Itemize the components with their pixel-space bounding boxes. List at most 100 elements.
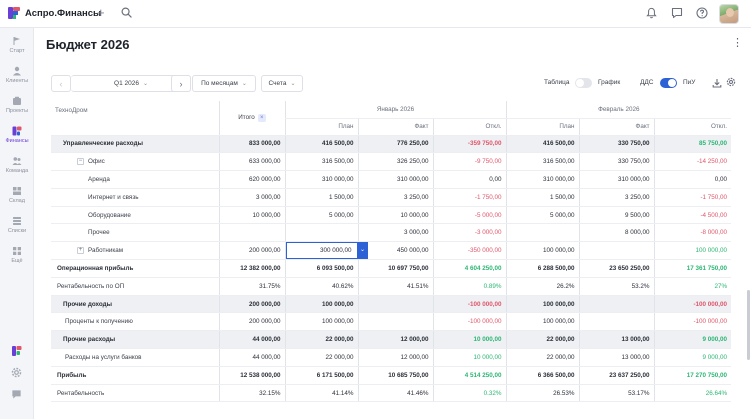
- table-row[interactable]: Прочее 3 000,00 -3 000,00 8 000,00 -8 000,00: [51, 223, 731, 243]
- fact-cell[interactable]: [578, 295, 655, 314]
- plan-cell[interactable]: 300 000,00 ⌄: [284, 241, 368, 261]
- fact-cell[interactable]: 3 250,00: [357, 188, 433, 207]
- plan-cell[interactable]: 6 093 500,00: [284, 259, 358, 278]
- plan-cell[interactable]: 22 000,00: [505, 330, 580, 350]
- table-row[interactable]: Аренда 620 000,00 310 000,00 310 000,00 0,00…: [51, 170, 731, 189]
- plan-cell[interactable]: 310 000,00: [284, 170, 358, 189]
- fact-cell[interactable]: 12 000,00: [357, 330, 433, 350]
- table-row[interactable]: Прочие доходы 200 000,00 100 000,00 -100 00…: [51, 295, 731, 314]
- period-select[interactable]: Q1 2026 ⌄: [71, 75, 191, 92]
- plan-cell[interactable]: [505, 223, 580, 243]
- support-icon[interactable]: [11, 389, 22, 400]
- fact-cell[interactable]: 53.17%: [578, 384, 655, 403]
- chevron-down-icon[interactable]: ⌄: [357, 242, 368, 260]
- fact-cell[interactable]: 326 250,00: [357, 152, 433, 172]
- help-icon[interactable]: [696, 7, 708, 19]
- fact-cell[interactable]: 9 500,00: [578, 206, 655, 225]
- table-row[interactable]: Операционная прибыль 12 382 000,00 6 093 5…: [51, 259, 731, 278]
- plan-cell[interactable]: 26.2%: [505, 277, 580, 296]
- sidebar-item-team[interactable]: Команда: [0, 156, 34, 182]
- fact-cell[interactable]: 53.2%: [578, 277, 655, 296]
- fact-cell[interactable]: 10 685 750,00: [357, 366, 433, 385]
- fact-cell[interactable]: 41.46%: [357, 384, 433, 403]
- next-period-button[interactable]: ›: [171, 75, 191, 92]
- plan-cell[interactable]: 6 288 500,00: [505, 259, 580, 278]
- chat-icon[interactable]: [671, 7, 683, 19]
- plan-cell[interactable]: [284, 223, 358, 243]
- plan-cell[interactable]: 5 000,00: [505, 206, 580, 225]
- fact-cell[interactable]: 13 000,00: [578, 348, 655, 367]
- table-row[interactable]: + Работникам 200 000,00 300 000,00 ⌄ 450 000,…: [51, 241, 731, 261]
- fact-cell[interactable]: 13 000,00: [578, 330, 655, 350]
- collapse-icon[interactable]: −: [77, 158, 84, 166]
- close-icon[interactable]: ×: [257, 113, 266, 122]
- plan-cell[interactable]: 5 000,00: [284, 206, 358, 225]
- download-icon[interactable]: [712, 78, 722, 88]
- table-row[interactable]: Оборудование 10 000,00 5 000,00 10 000,00 -5…: [51, 206, 731, 225]
- sidebar-item-more[interactable]: Ещё: [0, 246, 34, 272]
- fact-cell[interactable]: 10 697 750,00: [357, 259, 433, 278]
- fact-cell[interactable]: 310 000,00: [578, 170, 655, 189]
- dds-pnl-toggle[interactable]: [660, 78, 677, 88]
- sidebar-item-lists[interactable]: Списки: [0, 216, 34, 242]
- sidebar-item-projects[interactable]: Проекты: [0, 96, 34, 122]
- sidebar-item-clients[interactable]: Клиенты: [0, 66, 34, 92]
- brand-mark-icon[interactable]: [11, 345, 23, 357]
- table-row[interactable]: Прочие расходы 44 000,00 22 000,00 12 000,0…: [51, 330, 731, 350]
- plan-cell[interactable]: 22 000,00: [284, 330, 358, 350]
- accounts-select[interactable]: Счета ⌄: [261, 75, 303, 92]
- fact-cell[interactable]: 10 000,00: [357, 206, 433, 225]
- table-chart-toggle[interactable]: [575, 78, 592, 88]
- plan-cell[interactable]: 26.53%: [505, 384, 580, 403]
- plan-cell[interactable]: 100 000,00: [505, 312, 580, 332]
- plan-cell[interactable]: 100 000,00: [505, 241, 580, 261]
- settings-icon[interactable]: [11, 367, 22, 378]
- fact-cell[interactable]: [357, 295, 433, 314]
- table-row[interactable]: Рентабельность 32.15% 41.14% 41.46% 0.32% 26.…: [51, 384, 731, 403]
- sidebar-item-finance[interactable]: Финансы: [0, 126, 34, 152]
- app-logo[interactable]: Аспро.Финансы: [8, 7, 101, 19]
- vertical-scrollbar[interactable]: [747, 290, 750, 360]
- plan-cell[interactable]: 100 000,00: [284, 312, 358, 332]
- plan-cell[interactable]: 22 000,00: [284, 348, 358, 367]
- sidebar-item-start[interactable]: Старт: [0, 36, 34, 62]
- fact-cell[interactable]: 8 000,00: [578, 223, 655, 243]
- grouping-select[interactable]: По месяцам ⌄: [192, 75, 256, 92]
- sidebar-item-warehouse[interactable]: Склад: [0, 186, 34, 212]
- fact-cell[interactable]: 310 000,00: [357, 170, 433, 189]
- fact-cell[interactable]: 3 250,00: [578, 188, 655, 207]
- plus-icon[interactable]: +: [97, 5, 105, 20]
- fact-cell[interactable]: 776 250,00: [357, 135, 433, 154]
- table-row[interactable]: − Офис 633 000,00 316 500,00 326 250,00 -9 75…: [51, 152, 731, 172]
- plan-cell[interactable]: 310 000,00: [505, 170, 580, 189]
- fact-cell[interactable]: [357, 312, 433, 332]
- fact-cell[interactable]: 330 750,00: [578, 152, 655, 172]
- settings-icon[interactable]: [726, 77, 736, 87]
- fact-cell[interactable]: [578, 312, 655, 332]
- table-row[interactable]: Рентабельность по ОП 31.75% 40.62% 41.51% 0.…: [51, 277, 731, 296]
- prev-period-button[interactable]: ‹: [51, 75, 71, 92]
- fact-cell[interactable]: 3 000,00: [357, 223, 433, 243]
- plan-cell[interactable]: 416 500,00: [284, 135, 358, 154]
- plan-cell[interactable]: 41.14%: [284, 384, 358, 403]
- plan-cell[interactable]: 6 171 500,00: [284, 366, 358, 385]
- plan-cell[interactable]: 416 500,00: [505, 135, 580, 154]
- bell-icon[interactable]: [646, 7, 657, 19]
- fact-cell[interactable]: 41.51%: [357, 277, 433, 296]
- more-menu-icon[interactable]: ⋮: [732, 37, 743, 49]
- fact-cell[interactable]: 23 650 250,00: [578, 259, 655, 278]
- plan-cell[interactable]: 1 500,00: [505, 188, 580, 207]
- plan-cell[interactable]: 22 000,00: [505, 348, 580, 367]
- plan-cell[interactable]: 100 000,00: [284, 295, 358, 314]
- plan-cell[interactable]: 40.62%: [284, 277, 358, 296]
- table-row[interactable]: Проценты к получению 200 000,00 100 000,00…: [51, 312, 731, 332]
- plan-cell[interactable]: 1 500,00: [284, 188, 358, 207]
- fact-cell[interactable]: 23 637 250,00: [578, 366, 655, 385]
- plan-cell[interactable]: 316 500,00: [284, 152, 358, 172]
- table-row[interactable]: Интернет и связь 3 000,00 1 500,00 3 250,00…: [51, 188, 731, 207]
- table-row[interactable]: Прибыль 12 538 000,00 6 171 500,00 10 685 7…: [51, 366, 731, 385]
- plan-cell[interactable]: 6 366 500,00: [505, 366, 580, 385]
- table-row[interactable]: Управленческие расходы 833 000,00 416 500,…: [51, 135, 731, 154]
- plan-cell[interactable]: 316 500,00: [505, 152, 580, 172]
- table-row[interactable]: Расходы на услуги банков 44 000,00 22 000,…: [51, 348, 731, 367]
